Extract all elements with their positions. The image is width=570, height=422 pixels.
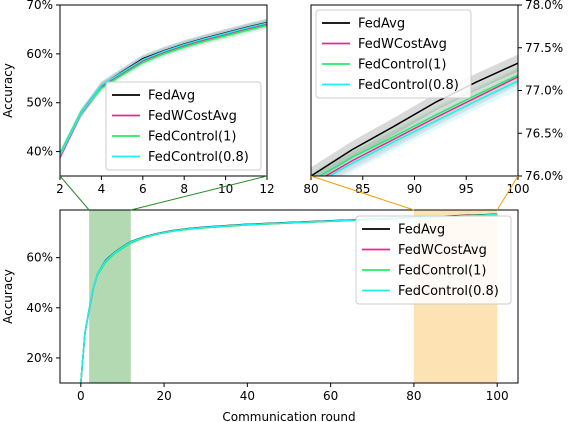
series-line-2 (60, 24, 267, 154)
series-line-2 (318, 74, 518, 176)
x-tick-label: 4 (98, 182, 106, 196)
legend: FedAvg FedWCostAvg FedControl(1) FedControl… (355, 215, 512, 305)
legend-label: FedWCostAvg (358, 37, 447, 52)
legend-box (105, 81, 262, 171)
x-tick-label: 0 (77, 389, 85, 403)
chart-top-left: 2 4 6 8 10 12 40% 50% 60% 70% Accuracy FedAvg FedWCo… (1, 0, 275, 196)
legend: FedAvg FedWCostAvg FedControl(1) FedControl… (315, 9, 472, 99)
y-tick-label: 40% (26, 145, 53, 159)
y-tick-label: 40% (26, 301, 53, 315)
legend-label: FedWCostAvg (398, 243, 487, 258)
x-tick-label: 40 (240, 389, 255, 403)
x-tick-label: 2 (56, 182, 64, 196)
x-tick-label: 12 (259, 182, 274, 196)
y-tick-label: 60% (26, 47, 53, 61)
series-line-0 (311, 62, 518, 176)
axes-frame (59, 209, 519, 384)
x-tick-label: 20 (156, 389, 171, 403)
x-tick-label: 100 (486, 389, 509, 403)
legend-box (315, 9, 472, 99)
legend-label: FedAvg (148, 89, 195, 104)
connector-line (59, 175, 90, 211)
legend-label: FedAvg (358, 17, 405, 32)
legend-label: FedControl(1) (398, 264, 486, 279)
x-tick-label: 60 (323, 389, 338, 403)
legend-label: FedControl(0.8) (148, 150, 249, 165)
series-line-1 (324, 76, 518, 176)
legend-box (355, 215, 512, 305)
legend-label: FedControl(0.8) (398, 284, 499, 299)
zoom-connectors (59, 175, 519, 211)
connector-line (130, 175, 268, 211)
y-tick-label: 78.0% (525, 0, 563, 12)
x-tick-label: 80 (303, 182, 318, 196)
band-2 (60, 21, 267, 158)
y-tick-label: 77.5% (525, 41, 563, 55)
x-tick-label: 10 (218, 182, 233, 196)
y-tick-label: 76.5% (525, 126, 563, 140)
y-tick-label: 20% (26, 351, 53, 365)
legend-label: FedControl(1) (148, 130, 236, 145)
y-axis-label: Accuracy (1, 269, 15, 324)
x-tick-label: 6 (139, 182, 147, 196)
chart-top-right: 80 85 90 95 10076.0%76.5%77.0%77.5%78.0%FedA… (303, 0, 563, 196)
connector-line (310, 175, 415, 211)
y-tick-label: 70% (26, 0, 53, 12)
y-tick-label: 50% (26, 96, 53, 110)
legend-label: FedControl(1) (358, 58, 446, 73)
legend-label: FedWCostAvg (148, 109, 237, 124)
y-tick-label: 60% (26, 251, 53, 265)
legend-label: FedAvg (398, 223, 445, 238)
connector-line (496, 175, 519, 211)
legend: FedAvg FedWCostAvg FedControl(1) FedControl… (105, 81, 262, 171)
y-tick-label: 76.0% (525, 169, 563, 183)
plot-area (60, 18, 267, 162)
x-tick-label: 8 (180, 182, 188, 196)
series-line-3 (327, 80, 518, 176)
x-tick-label: 90 (407, 182, 422, 196)
x-tick-label: 85 (355, 182, 370, 196)
y-axis-label: Accuracy (1, 63, 15, 118)
series-line-3 (60, 22, 267, 156)
x-tick-label: 95 (459, 182, 474, 196)
x-tick-label: 80 (406, 389, 421, 403)
y-tick-label: 77.0% (525, 84, 563, 98)
x-axis-label: Communication round (222, 410, 355, 422)
legend-label: FedControl(0.8) (358, 78, 459, 93)
axes-frame (59, 4, 268, 177)
chart-bottom: 0 20 40 60 80 100 20% 40% 60% Accuracy Communicati… (1, 209, 519, 422)
highlight-span-0 (89, 210, 131, 383)
